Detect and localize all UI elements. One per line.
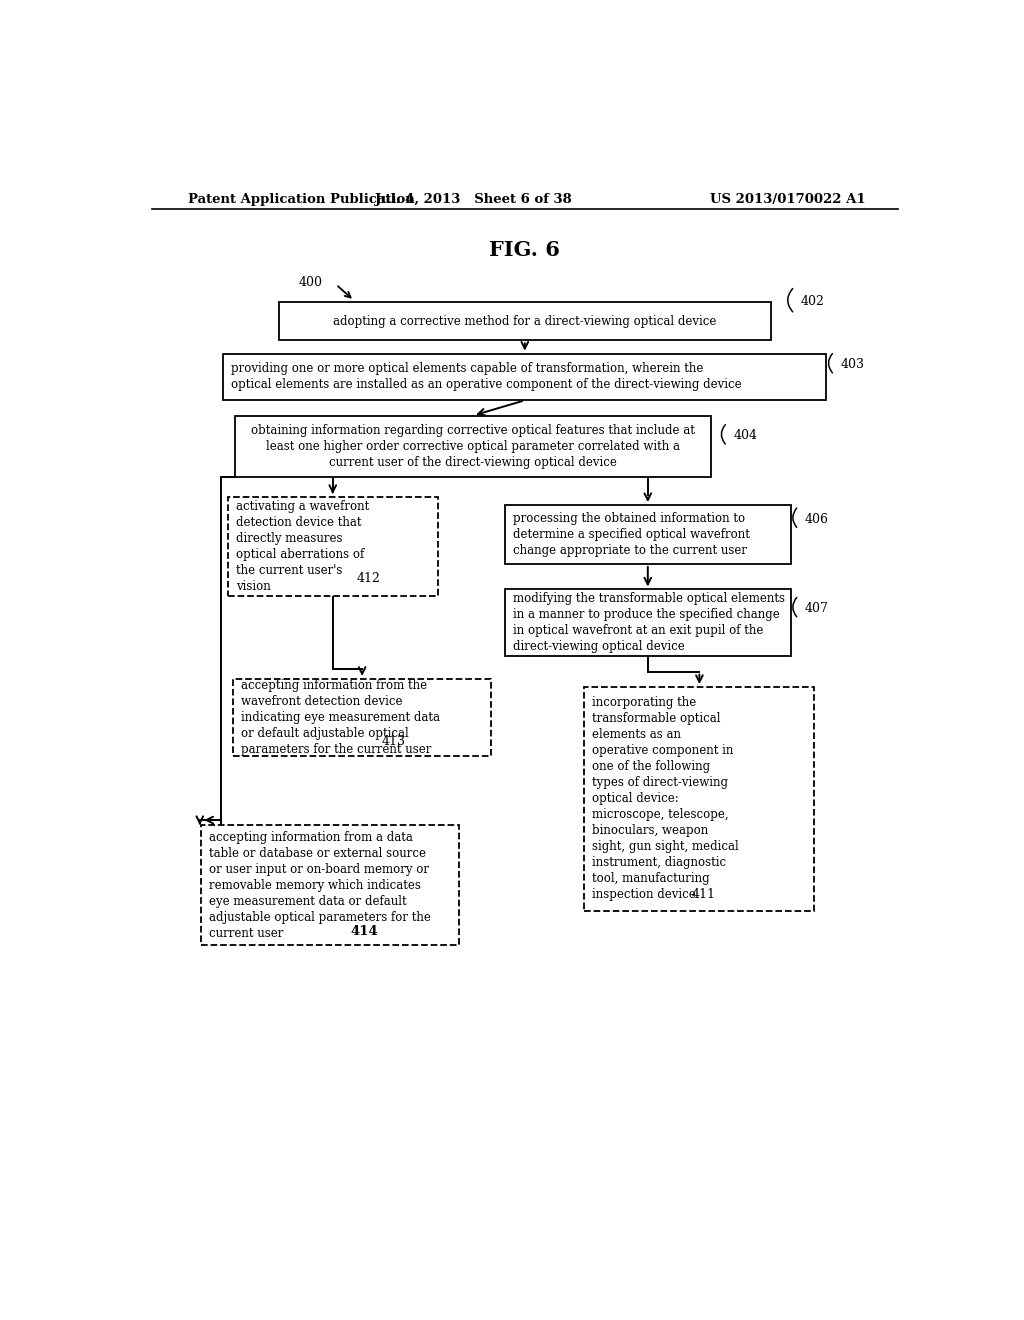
Text: modifying the transformable optical elements
in a manner to produce the specifie: modifying the transformable optical elem… (513, 593, 785, 653)
Text: providing one or more optical elements capable of transformation, wherein the
op: providing one or more optical elements c… (231, 363, 741, 392)
Text: 404: 404 (733, 429, 758, 442)
Bar (227, 496, 438, 597)
Bar (279, 302, 771, 341)
Text: Patent Application Publication: Patent Application Publication (187, 193, 415, 206)
Bar (505, 589, 791, 656)
Text: processing the obtained information to
determine a specified optical wavefront
c: processing the obtained information to d… (513, 512, 750, 557)
Bar (585, 686, 814, 911)
Text: 406: 406 (805, 512, 829, 525)
Text: Jul. 4, 2013   Sheet 6 of 38: Jul. 4, 2013 Sheet 6 of 38 (375, 193, 571, 206)
Text: 412: 412 (356, 572, 381, 585)
Bar (236, 416, 712, 477)
Text: incorporating the
transformable optical
elements as an
operative component in
on: incorporating the transformable optical … (592, 696, 739, 902)
Text: FIG. 6: FIG. 6 (489, 240, 560, 260)
Bar (223, 354, 826, 400)
Bar (505, 506, 791, 564)
Text: 400: 400 (298, 276, 323, 289)
Text: 407: 407 (805, 602, 828, 615)
Text: 414: 414 (350, 925, 378, 939)
Text: obtaining information regarding corrective optical features that include at
leas: obtaining information regarding correcti… (251, 424, 695, 469)
Text: US 2013/0170022 A1: US 2013/0170022 A1 (711, 193, 866, 206)
Text: accepting information from the
wavefront detection device
indicating eye measure: accepting information from the wavefront… (241, 678, 440, 756)
Text: adopting a corrective method for a direct-viewing optical device: adopting a corrective method for a direc… (333, 314, 717, 327)
Text: activating a wavefront
detection device that
directly measures
optical aberratio: activating a wavefront detection device … (236, 500, 369, 593)
Bar (233, 678, 492, 756)
Text: accepting information from a data
table or database or external source
or user i: accepting information from a data table … (209, 830, 431, 940)
Bar (202, 825, 460, 945)
Text: 403: 403 (841, 358, 864, 371)
Text: 402: 402 (801, 296, 825, 308)
Text: 413: 413 (382, 735, 406, 748)
Text: 411: 411 (691, 888, 716, 900)
